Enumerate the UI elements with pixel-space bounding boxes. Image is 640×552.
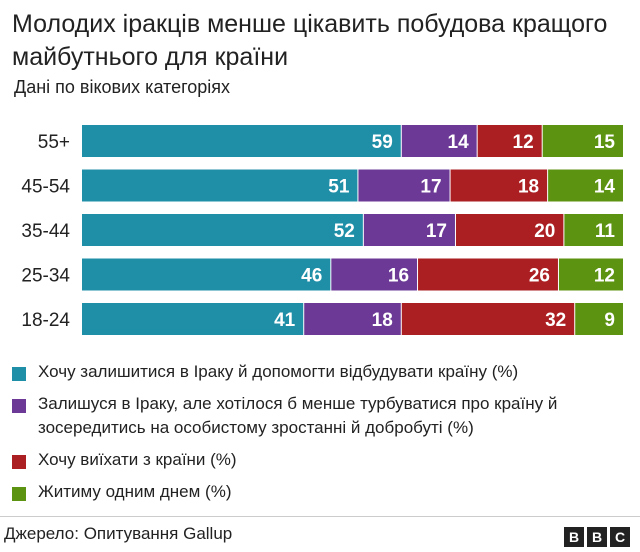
bar-segment-55--series-4 [542, 125, 623, 157]
bbc-logo-letter: B [587, 527, 607, 547]
data-label-55--series-2: 14 [448, 132, 470, 153]
bar-segment-55--series-3 [477, 125, 542, 157]
bar-segment-45-54-series-4 [548, 169, 623, 202]
bar-segment-25-34-series-3 [418, 258, 558, 291]
chart-subtitle: Дані по вікових категоріях [14, 77, 231, 97]
data-label-18-24-series-3: 32 [545, 310, 566, 331]
bar-segment-35-44-series-2 [363, 214, 455, 246]
category-label-55-: 55+ [38, 132, 70, 153]
data-label-25-34-series-3: 26 [529, 266, 550, 287]
bar-segment-25-34-series-2 [331, 258, 418, 291]
data-label-25-34-series-1: 46 [301, 266, 322, 287]
chart-title: Молодих іракців менше цікавить побудова … [12, 10, 608, 71]
data-label-35-44-series-4: 11 [595, 221, 616, 242]
footer-divider [0, 516, 640, 517]
legend-label: Житиму одним днем (%) [38, 482, 232, 501]
bbc-logo-letter: B [564, 527, 584, 547]
category-label-35-44: 35-44 [21, 221, 70, 242]
data-label-35-44-series-2: 17 [426, 221, 447, 242]
category-label-18-24: 18-24 [21, 310, 70, 331]
data-label-45-54-series-2: 17 [420, 177, 441, 198]
bar-segment-35-44-series-1 [82, 214, 363, 246]
category-label-45-54: 45-54 [21, 177, 70, 198]
bbc-logo: B B C [564, 527, 630, 547]
legend-item-day-by-day: Житиму одним днем (%) [12, 480, 598, 504]
bar-segment-45-54-series-1 [82, 169, 358, 202]
bar-segment-18-24-series-3 [401, 303, 575, 335]
bar-segment-55--series-1 [82, 125, 401, 157]
legend-item-stay-personal: Залишуся в Іраку, але хотілося б менше т… [12, 392, 598, 440]
bar-segment-25-34-series-4 [558, 258, 623, 291]
data-label-35-44-series-1: 52 [334, 221, 355, 242]
data-label-45-54-series-4: 14 [594, 177, 616, 198]
bar-segment-35-44-series-3 [455, 214, 564, 246]
stacked-bar-chart: 55+ 59 14 12 15 45-54 51 17 18 14 35-44 52 17 20 11 25-… [21, 125, 623, 335]
data-label-55--series-3: 12 [513, 132, 534, 153]
bar-segment-55--series-2 [401, 125, 477, 157]
category-label-25-34: 25-34 [21, 266, 70, 287]
bar-segment-18-24-series-2 [304, 303, 401, 335]
legend-swatch [12, 367, 26, 381]
data-label-45-54-series-3: 18 [518, 177, 539, 198]
data-label-18-24-series-4: 9 [604, 310, 615, 331]
legend-label: Залишуся в Іраку, але хотілося б менше т… [38, 394, 558, 437]
bbc-logo-letter: C [610, 527, 630, 547]
data-label-25-34-series-4: 12 [594, 266, 615, 287]
bar-segment-45-54-series-3 [450, 169, 548, 202]
bar-segment-45-54-series-2 [358, 169, 450, 202]
source-note: Джерело: Опитування Gallup [4, 524, 233, 543]
bar-segment-25-34-series-1 [82, 258, 331, 291]
legend-item-stay-rebuild: Хочу залишитися в Іраку й допомогти відб… [12, 360, 598, 384]
data-label-25-34-series-2: 16 [388, 266, 409, 287]
bar-segment-18-24-series-1 [82, 303, 304, 335]
legend-label: Хочу виїхати з країни (%) [38, 450, 237, 469]
data-label-45-54-series-1: 51 [328, 177, 350, 198]
data-label-55--series-1: 59 [372, 132, 393, 153]
legend-item-leave: Хочу виїхати з країни (%) [12, 448, 598, 472]
data-label-55--series-4: 15 [594, 132, 616, 153]
legend-swatch [12, 487, 26, 501]
data-label-18-24-series-2: 18 [372, 310, 393, 331]
legend-label: Хочу залишитися в Іраку й допомогти відб… [38, 362, 519, 381]
legend-swatch [12, 399, 26, 413]
data-label-18-24-series-1: 41 [274, 310, 296, 331]
bar-segment-18-24-series-4 [575, 303, 623, 335]
legend-swatch [12, 455, 26, 469]
data-label-35-44-series-3: 20 [534, 221, 555, 242]
bar-segment-35-44-series-4 [564, 214, 623, 246]
